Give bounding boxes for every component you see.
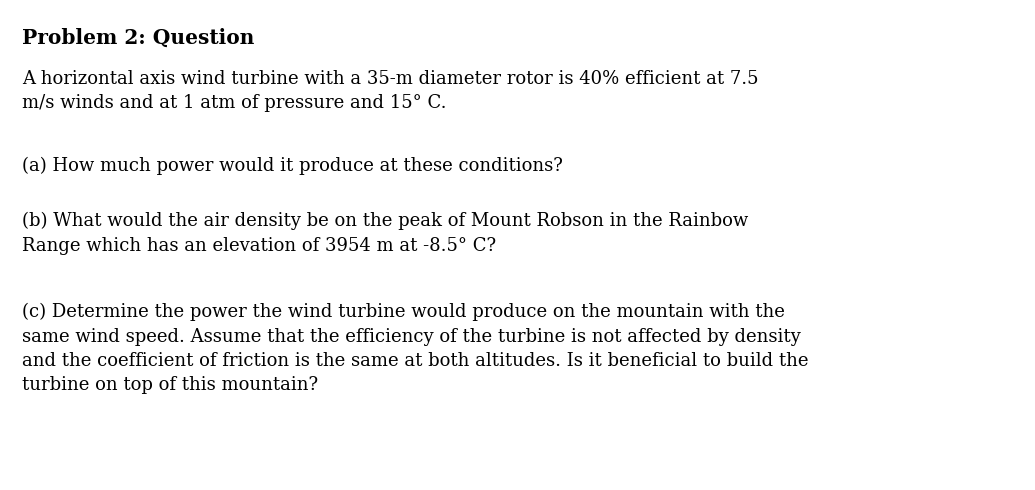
Text: A horizontal axis wind turbine with a 35-m diameter rotor is 40% efficient at 7.: A horizontal axis wind turbine with a 35…: [22, 70, 759, 112]
Text: Problem 2: Question: Problem 2: Question: [22, 28, 255, 48]
Text: (a) How much power would it produce at these conditions?: (a) How much power would it produce at t…: [22, 157, 563, 175]
Text: (b) What would the air density be on the peak of Mount Robson in the Rainbow
Ran: (b) What would the air density be on the…: [22, 212, 748, 254]
Text: (c) Determine the power the wind turbine would produce on the mountain with the
: (c) Determine the power the wind turbine…: [22, 303, 808, 394]
